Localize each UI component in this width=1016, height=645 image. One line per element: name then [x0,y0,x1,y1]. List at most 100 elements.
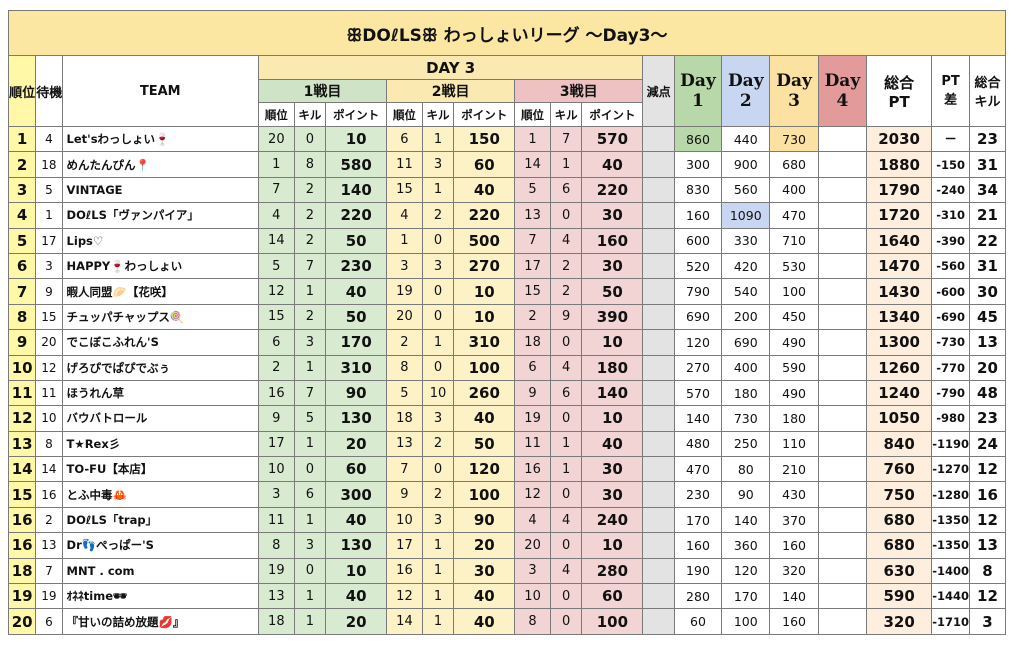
m2-kill-cell: 1 [421,557,455,585]
day1-header: Day 1 [673,55,723,127]
m2-point-cell: 100 [453,354,516,381]
m2-rank-cell: 7 [386,456,423,483]
m3-point-cell: 240 [581,506,644,534]
wait-cell: 1 [35,202,63,229]
m3-rank-cell: 7 [514,227,551,254]
m3-rank-cell: 15 [514,278,551,305]
m2-kill-cell: 1 [421,176,455,204]
m1-kill-cell: 5 [293,405,327,432]
m1-rank-cell: 8 [257,532,295,559]
standings-table: ꕥDOℓLSꕥ わっしょいリーグ 〜Day3〜 順位 待機 TEAM DAY 3… [7,10,1007,635]
m3-kill-subheader: キル [549,102,583,127]
total-pt-header: 総合 PT [866,55,933,127]
m3-kill-cell: 2 [549,252,583,280]
total-kill-cell: 23 [968,125,1007,153]
m1-rank-cell: 4 [257,202,295,229]
day4-cell [817,583,868,610]
m1-rank-cell: 7 [257,176,295,204]
day4-cell [817,202,868,229]
m3-kill-cell: 4 [549,354,583,381]
m1-rank-cell: 19 [257,557,295,585]
m1-rank-cell: 17 [257,430,295,458]
total-kill-cell: 24 [968,430,1007,458]
m2-kill-cell: 0 [421,354,455,381]
day3-cell: 180 [769,405,819,432]
m3-rank-cell: 16 [514,456,551,483]
m1-point-cell: 580 [325,151,388,178]
day1-cell: 300 [673,151,723,178]
m3-rank-cell: 11 [514,430,551,458]
rank-cell: 5 [7,227,37,254]
m2-point-cell: 40 [453,583,516,610]
penalty-cell [642,481,675,508]
m3-point-cell: 40 [581,151,644,178]
day2-cell: 90 [721,481,771,508]
m3-point-cell: 30 [581,456,644,483]
m3-point-cell: 40 [581,430,644,458]
m2-rank-cell: 16 [386,557,423,585]
m1-kill-subheader: キル [293,102,327,127]
m3-point-cell: 180 [581,354,644,381]
table-row: 3 5 VINTAGE 7 2 140 15 1 40 5 6 220 830 560 400 1790 -24… [7,176,1007,204]
m3-rank-cell: 8 [514,608,551,635]
table-row: 7 9 暇人同盟🥟【花咲】 12 1 40 19 0 10 15 2 50 790 540 100 1430-… [7,278,1007,305]
team-name-cell: ｵﾈﾈtime🕶 [61,583,259,610]
day4-cell [817,278,868,305]
m3-point-cell: 280 [581,557,644,585]
m3-kill-cell: 0 [549,202,583,229]
day2-cell: 360 [721,532,771,559]
total-pt-cell: 760 [866,456,933,483]
m3-point-cell: 390 [581,303,644,331]
pt-diff-cell: -1270 [931,456,970,483]
rank-cell: 11 [7,379,37,407]
total-kill-cell: 16 [968,481,1007,508]
m3-point-cell: 60 [581,583,644,610]
day1-cell: 170 [673,506,723,534]
team-name-cell: VINTAGE [61,176,259,204]
total-pt-cell: 320 [866,608,933,635]
m3-rank-cell: 1 [514,125,551,153]
m1-point-cell: 50 [325,227,388,254]
m2-rank-cell: 11 [386,151,423,178]
day1-cell: 160 [673,532,723,559]
total-kill-cell: 12 [968,506,1007,534]
total-kill-cell: 31 [968,151,1007,178]
day1-cell: 60 [673,608,723,635]
wait-cell: 5 [35,176,63,204]
pt-diff-cell: -690 [931,303,970,331]
wait-cell: 8 [35,430,63,458]
match3-header: 3戦目 [514,79,644,103]
m3-rank-cell: 9 [514,379,551,407]
day1-cell: 270 [673,354,723,381]
m1-point-cell: 60 [325,456,388,483]
m3-kill-cell: 0 [549,608,583,635]
wait-cell: 20 [35,329,63,356]
m3-rank-cell: 14 [514,151,551,178]
team-name-cell: 暇人同盟🥟【花咲】 [61,278,259,305]
pt-diff-cell: -600 [931,278,970,305]
day2-cell: 730 [721,405,771,432]
total-pt-cell: 1470 [866,252,933,280]
table-row: 14 14 TO-FU【本店】 10 0 60 7 0 120 16 1 30 470 80 210 760-… [7,456,1007,483]
day3-cell: 370 [769,506,819,534]
table-row: 18 7 MNT . com 19 0 10 16 1 30 3 4 280 190 120 320 630-… [7,557,1007,585]
m3-rank-cell: 4 [514,506,551,534]
day4-cell [817,456,868,483]
team-name-cell: チュッパチャップス🍭 [61,303,259,331]
day3-cell: 680 [769,151,819,178]
penalty-cell [642,125,675,153]
penalty-cell [642,583,675,610]
total-kill-cell: 48 [968,379,1007,407]
day2-cell: 560 [721,176,771,204]
m2-kill-cell: 0 [421,278,455,305]
m1-point-cell: 130 [325,405,388,432]
day2-cell: 400 [721,354,771,381]
m2-rank-cell: 20 [386,303,423,331]
m3-rank-cell: 6 [514,354,551,381]
m3-point-cell: 30 [581,202,644,229]
m2-kill-cell: 1 [421,583,455,610]
wait-cell: 2 [35,506,63,534]
m2-rank-cell: 19 [386,278,423,305]
m1-rank-cell: 20 [257,125,295,153]
m3-rank-subheader: 順位 [514,102,551,127]
